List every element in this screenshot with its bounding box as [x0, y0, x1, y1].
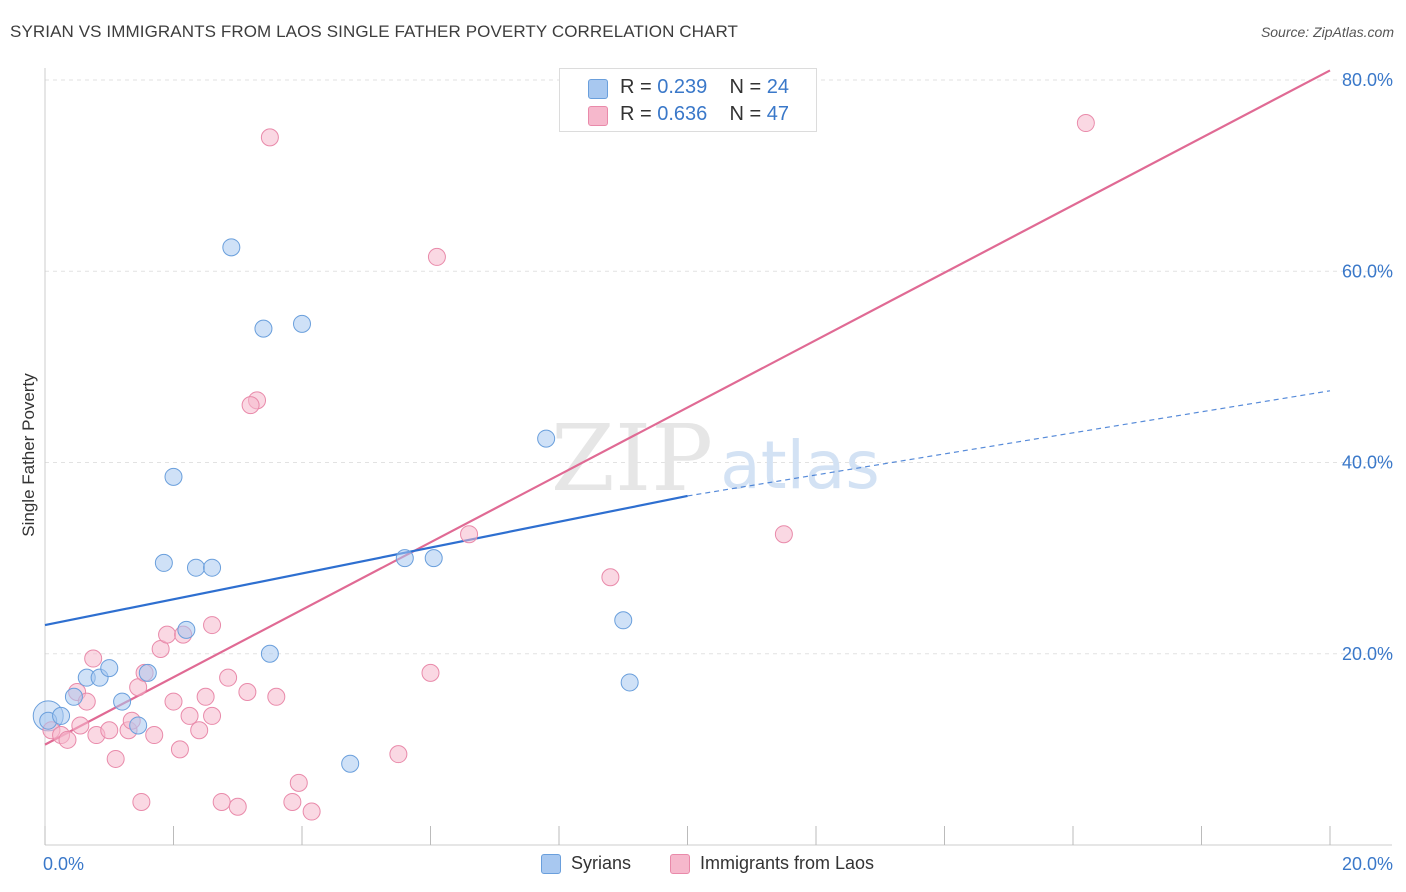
point-syrians: [537, 429, 556, 448]
trend-lines: [44, 69, 1331, 746]
point-laos: [145, 726, 164, 745]
legend-r-value: 0.636: [657, 103, 708, 125]
trend-line-syrians-extension: [687, 390, 1331, 497]
y-axis-label: Single Father Poverty: [19, 373, 38, 537]
point-laos: [158, 625, 177, 644]
point-laos: [71, 716, 90, 735]
point-laos: [180, 706, 199, 725]
trend-line-syrians: [44, 494, 688, 627]
point-laos: [132, 792, 151, 811]
point-syrians: [620, 673, 639, 692]
trend-line-laos: [44, 69, 1331, 746]
point-laos: [84, 649, 103, 668]
point-laos: [170, 740, 189, 759]
point-laos: [302, 802, 321, 821]
legend-n-value: 24: [766, 76, 790, 98]
watermark: ZIP atlas: [551, 405, 880, 512]
point-laos: [190, 721, 209, 740]
legend-text-syrians: R = 0.239 N = 24: [620, 76, 789, 99]
point-laos: [238, 683, 257, 701]
point-syrians: [177, 620, 196, 639]
point-syrians: [260, 644, 279, 663]
point-laos: [289, 773, 308, 792]
point-laos: [58, 730, 77, 749]
point-laos: [774, 525, 793, 544]
tick-labels: 20.0% 40.0% 60.0% 80.0% 0.0% 20.0%: [43, 70, 1393, 874]
point-laos: [601, 568, 620, 587]
point-laos: [241, 396, 260, 415]
y-tick-label: 60.0%: [1342, 261, 1393, 281]
y-tick-label: 40.0%: [1342, 453, 1393, 473]
legend-r-label: R =: [620, 76, 658, 98]
axes: [44, 68, 1392, 846]
legend-swatch-syrians: [588, 79, 608, 99]
point-laos: [219, 668, 238, 687]
point-syrians: [64, 687, 83, 706]
point-laos: [427, 247, 446, 266]
point-syrians: [222, 238, 241, 257]
point-laos: [283, 792, 302, 811]
point-syrians: [293, 314, 311, 333]
grid-lines: [45, 79, 1392, 655]
point-laos: [106, 749, 125, 768]
legend-n-value: 47: [766, 103, 790, 125]
legend-r-label: R =: [620, 103, 658, 125]
y-tick-label: 20.0%: [1342, 644, 1393, 664]
legend-n-label: N =: [729, 103, 767, 125]
point-syrians: [395, 549, 414, 568]
point-laos: [100, 721, 119, 740]
point-laos: [164, 692, 183, 711]
point-syrians: [113, 692, 132, 711]
point-syrians: [129, 716, 148, 735]
x-tick-label: 0.0%: [43, 854, 84, 874]
series-label-laos: Immigrants from Laos: [700, 853, 875, 873]
point-syrians: [254, 319, 273, 338]
series-legend: Syrians Immigrants from Laos: [0, 853, 1406, 877]
series-swatch-syrians: [541, 854, 561, 874]
point-laos: [460, 525, 479, 544]
x-tick-label: 20.0%: [1342, 854, 1393, 874]
chart-source: Source: ZipAtlas.com: [1260, 24, 1394, 40]
point-syrians: [424, 549, 443, 568]
legend-row-syrians: R = 0.239 N = 24: [560, 75, 816, 101]
point-laos: [260, 128, 279, 147]
legend-n-label: N =: [729, 76, 767, 98]
point-syrians: [203, 558, 222, 577]
y-tick-label: 80.0%: [1342, 70, 1393, 90]
point-syrians: [164, 467, 183, 486]
point-laos: [196, 687, 215, 706]
point-syrians: [186, 558, 205, 577]
watermark-zip: ZIP: [551, 405, 713, 512]
data-points: [32, 104, 1095, 821]
legend-r-value: 0.239: [657, 76, 708, 98]
point-syrians: [154, 553, 173, 572]
stats-legend: R = 0.239 N = 24 R = 0.636 N = 47: [559, 68, 817, 132]
point-laos: [1076, 114, 1095, 133]
point-laos: [228, 797, 247, 816]
point-laos: [212, 792, 231, 811]
point-syrians: [52, 706, 71, 725]
series-swatch-laos: [670, 854, 690, 874]
point-syrians: [341, 754, 360, 773]
chart-title: SYRIAN VS IMMIGRANTS FROM LAOS SINGLE FA…: [10, 22, 739, 41]
point-syrians: [614, 611, 633, 630]
watermark-atlas: atlas: [720, 427, 880, 504]
point-laos: [421, 663, 440, 682]
series-label-syrians: Syrians: [571, 853, 632, 873]
point-laos: [389, 745, 408, 764]
legend-text-laos: R = 0.636 N = 47: [620, 103, 789, 126]
point-laos: [267, 687, 286, 706]
point-syrians: [138, 663, 157, 682]
point-laos: [203, 616, 222, 635]
legend-swatch-laos: [588, 106, 608, 126]
point-syrians: [100, 659, 119, 678]
legend-row-laos: R = 0.636 N = 47: [560, 102, 816, 128]
point-laos: [203, 706, 222, 725]
